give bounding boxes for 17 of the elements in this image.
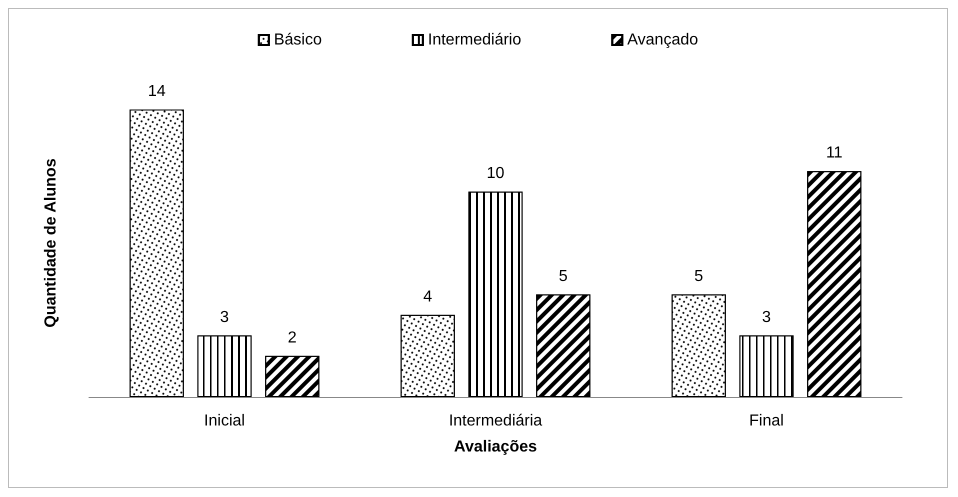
x-tick-label: Inicial: [204, 412, 245, 430]
data-label: 3: [762, 308, 772, 326]
legend-label: Avançado: [627, 32, 698, 48]
data-label: 3: [220, 308, 230, 326]
data-label: 11: [826, 144, 843, 162]
legend-label: Básico: [274, 32, 322, 48]
data-label: 10: [486, 165, 504, 182]
legend-label: Intermediário: [428, 32, 522, 48]
x-tick-label: Intermediária: [448, 412, 542, 430]
data-label: 14: [148, 83, 166, 100]
x-tick-label: Final: [749, 412, 784, 430]
y-axis-title: Quantidade de Alunos: [42, 158, 60, 328]
data-label: 2: [288, 329, 297, 346]
data-label: 4: [423, 288, 432, 306]
x-axis-title: Avaliações: [454, 438, 538, 456]
data-label: 5: [558, 268, 568, 285]
data-label: 5: [694, 268, 704, 285]
